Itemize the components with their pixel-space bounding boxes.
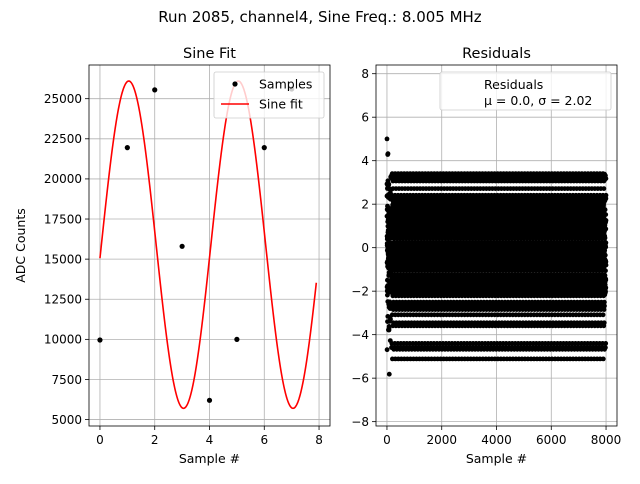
- y-tick-label: 10000: [44, 333, 82, 347]
- figure-title: Run 2085, channel4, Sine Freq.: 8.005 MH…: [158, 8, 482, 26]
- residual-point: [387, 372, 392, 377]
- sine-fit-legend: Samples Sine fit: [214, 72, 324, 118]
- sine-fit-title: Sine Fit: [183, 46, 236, 62]
- x-tick-label: 8: [315, 433, 323, 447]
- y-tick-label: 25000: [44, 92, 82, 106]
- sample-point: [207, 398, 212, 403]
- sample-point: [234, 337, 239, 342]
- sine-fit-ylabel: ADC Counts: [13, 208, 28, 283]
- x-tick-label: 0: [96, 433, 104, 447]
- legend-samples-label: Samples: [259, 77, 312, 92]
- sample-point: [262, 145, 267, 150]
- residual-point: [385, 137, 390, 142]
- x-tick-label: 2: [151, 433, 159, 447]
- residual-point: [386, 151, 391, 156]
- y-tick-label: 7500: [51, 373, 82, 387]
- y-tick-label: 20000: [44, 172, 82, 186]
- legend-samples-marker: [232, 81, 237, 86]
- y-tick-label: 12500: [44, 293, 82, 307]
- sample-point: [152, 87, 157, 92]
- sample-point: [125, 145, 130, 150]
- y-tick-label: 17500: [44, 212, 82, 226]
- x-tick-label: 6: [260, 433, 268, 447]
- y-tick-label: 15000: [44, 252, 82, 266]
- sample-point: [97, 337, 102, 342]
- y-tick-label: 5000: [51, 413, 82, 427]
- sample-point: [180, 244, 185, 249]
- residual-point: [386, 182, 391, 187]
- y-tick-label: 22500: [44, 132, 82, 146]
- residual-point: [385, 347, 390, 352]
- x-tick-label: 4: [206, 433, 214, 447]
- legend-sine-fit-label: Sine fit: [259, 97, 303, 112]
- sine-fit-xlabel: Sample #: [179, 451, 240, 466]
